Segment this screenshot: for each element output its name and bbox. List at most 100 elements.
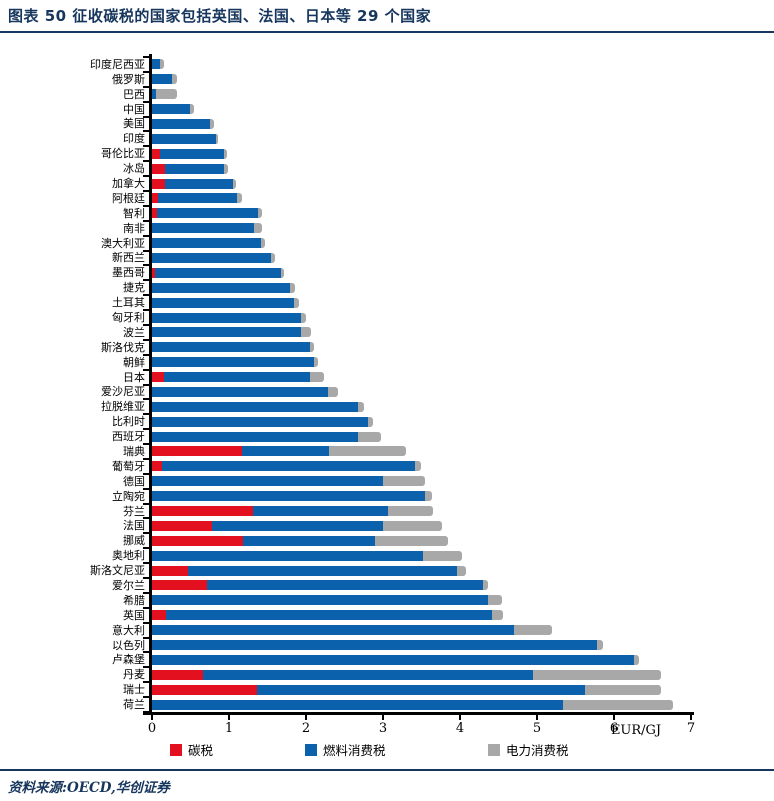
category-label: 立陶宛 <box>112 489 145 503</box>
bar-segment <box>152 506 253 517</box>
bar-segment <box>152 342 310 353</box>
bar-segment <box>209 118 215 129</box>
bar-row <box>152 148 229 159</box>
bar-segment <box>152 297 295 308</box>
y-axis-tick <box>143 428 149 431</box>
bar-segment <box>152 461 162 472</box>
x-axis-tick-label: 4 <box>455 721 465 736</box>
bar-row <box>152 401 366 412</box>
bar-segment <box>152 565 189 576</box>
bar-segment <box>300 327 311 338</box>
bar-row <box>152 386 340 397</box>
category-label: 荷兰 <box>123 698 145 712</box>
y-axis-tick <box>143 591 149 594</box>
bar-segment <box>367 416 373 427</box>
bar-segment <box>313 357 319 368</box>
bar-segment <box>152 431 359 442</box>
bar-segment <box>487 595 503 606</box>
category-label: 墨西哥 <box>112 266 145 280</box>
bar-segment <box>258 208 263 219</box>
bar-row <box>152 491 434 502</box>
y-axis-tick <box>143 413 149 416</box>
data-source: 资料来源:OECD,华创证券 <box>8 780 170 796</box>
bar-segment <box>152 535 243 546</box>
bar-segment <box>232 178 236 189</box>
y-axis-tick <box>143 502 149 505</box>
bar-row <box>152 506 435 517</box>
bar-row <box>152 223 264 234</box>
y-axis-tick <box>143 189 149 192</box>
category-label: 印度尼西亚 <box>90 57 145 71</box>
bar-segment <box>242 535 376 546</box>
category-label: 哥伦比亚 <box>101 147 145 161</box>
bar-segment <box>289 282 296 293</box>
bar-row <box>152 208 264 219</box>
bar-segment <box>152 357 314 368</box>
bar-segment <box>309 372 325 383</box>
category-label: 瑞士 <box>123 683 145 697</box>
bar-row <box>152 312 308 323</box>
bar-segment <box>224 163 229 174</box>
bar-row <box>152 297 301 308</box>
category-label: 土耳其 <box>112 296 145 310</box>
y-axis-tick <box>143 115 149 118</box>
y-axis-tick <box>143 532 149 535</box>
y-axis-tick <box>143 338 149 341</box>
bar-segment <box>387 506 434 517</box>
category-label: 匈牙利 <box>112 311 145 324</box>
bar-segment <box>155 267 281 278</box>
bar-row <box>152 699 675 710</box>
bar-row <box>152 282 297 293</box>
bar-segment <box>152 491 425 502</box>
category-label: 葡萄牙 <box>112 459 145 473</box>
bar-segment <box>162 461 416 472</box>
category-label: 意大利 <box>112 623 145 637</box>
bar-segment <box>152 163 166 174</box>
chart-legend: 碳税 燃料消费税 电力消费税 <box>0 740 774 758</box>
bar-segment <box>242 446 330 457</box>
bar-segment <box>152 193 159 204</box>
bar-segment <box>223 148 227 159</box>
category-label: 希腊 <box>123 593 145 607</box>
bar-row <box>152 163 230 174</box>
y-axis-tick <box>143 70 149 73</box>
carbon-tax-swatch-icon <box>170 743 182 756</box>
category-label: 德国 <box>123 474 145 488</box>
bar-segment <box>152 625 514 636</box>
category-label: 斯洛伐克 <box>101 340 145 354</box>
bar-segment <box>152 640 598 650</box>
y-axis-tick <box>143 487 149 490</box>
bar-segment <box>456 565 467 576</box>
bar-segment <box>159 59 164 70</box>
bar-segment <box>152 580 207 591</box>
y-axis-tick <box>143 398 149 401</box>
x-axis-tick-label: 2 <box>301 721 311 736</box>
category-label: 俄罗斯 <box>112 72 145 86</box>
y-axis-tick <box>143 606 149 609</box>
bar-segment <box>165 178 233 189</box>
x-axis-tick <box>459 715 461 720</box>
title-divider <box>0 31 774 33</box>
x-axis <box>143 712 694 715</box>
y-axis <box>149 54 152 715</box>
bar-segment <box>152 282 290 293</box>
y-axis-tick <box>143 517 149 520</box>
bar-row <box>152 580 490 591</box>
bar-segment <box>152 550 424 561</box>
category-label: 智利 <box>123 206 145 220</box>
bar-row <box>152 74 179 85</box>
category-label: 丹麦 <box>123 668 145 682</box>
bar-segment <box>328 386 339 397</box>
bar-segment <box>152 476 383 487</box>
bar-segment <box>165 610 492 621</box>
bar-segment <box>375 535 448 546</box>
category-label: 美国 <box>123 117 145 131</box>
bar-segment <box>563 699 674 710</box>
category-label: 爱尔兰 <box>112 578 145 592</box>
category-label: 法国 <box>123 519 145 533</box>
bar-segment <box>483 580 489 591</box>
bar-segment <box>152 89 156 100</box>
legend-label: 燃料消费税 <box>323 743 386 758</box>
y-axis-tick <box>143 577 149 580</box>
